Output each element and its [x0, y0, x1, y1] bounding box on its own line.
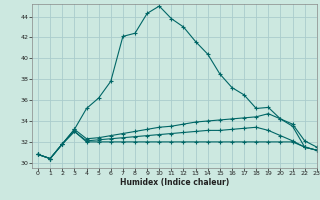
X-axis label: Humidex (Indice chaleur): Humidex (Indice chaleur)	[120, 178, 229, 187]
